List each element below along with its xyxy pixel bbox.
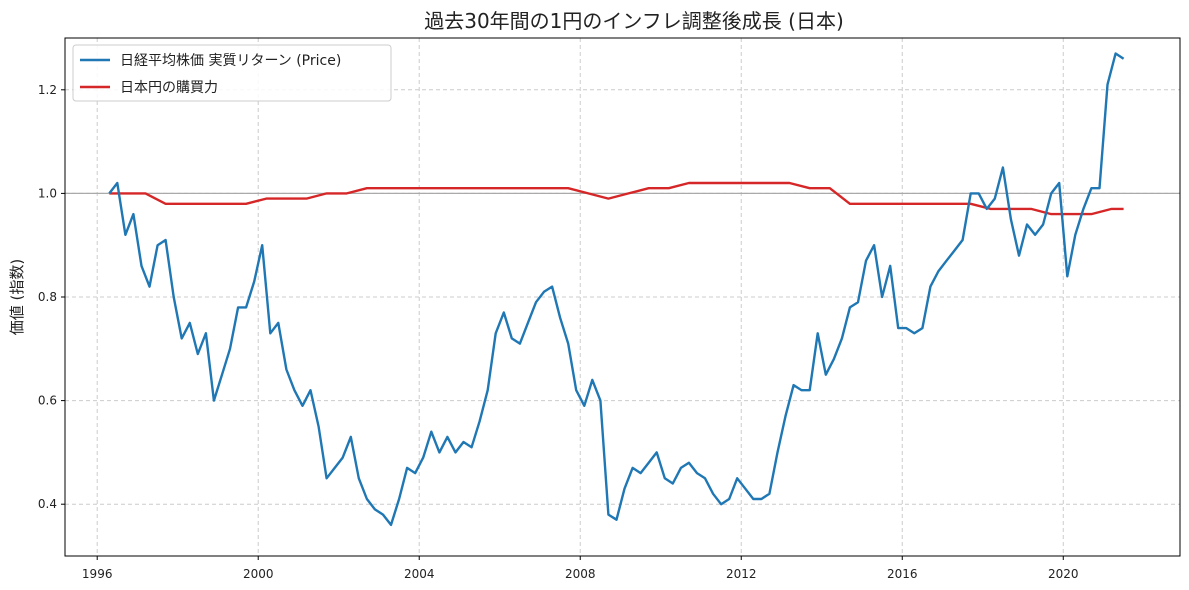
legend-label-yen: 日本円の購買力 <box>120 80 218 96</box>
y-axis: 0.4 0.6 0.8 1.0 1.2 <box>38 83 65 511</box>
x-tick-label: 2000 <box>243 567 274 581</box>
x-axis: 1996 2000 2004 2008 2012 2016 2020 <box>82 556 1079 581</box>
x-tick-label: 2004 <box>404 567 435 581</box>
x-tick-label: 2016 <box>887 567 918 581</box>
y-tick-label: 1.0 <box>38 186 57 200</box>
legend: 日経平均株価 実質リターン (Price) 日本円の購買力 <box>72 44 392 102</box>
x-tick-label: 2012 <box>726 567 757 581</box>
legend-label-nikkei: 日経平均株価 実質リターン (Price) <box>120 53 341 69</box>
chart-title: 過去30年間の1円のインフレ調整後成長 (日本) <box>424 9 844 33</box>
x-tick-label: 1996 <box>82 567 113 581</box>
series-line-yen <box>109 181 1124 216</box>
y-tick-label: 0.8 <box>38 290 57 304</box>
series-line-nikkei <box>108 52 1125 527</box>
y-axis-label: 価値 (指数) <box>8 259 26 335</box>
x-tick-label: 2008 <box>565 567 596 581</box>
legend-box <box>72 44 392 102</box>
series-lines <box>108 52 1125 527</box>
y-tick-label: 0.4 <box>38 497 57 511</box>
y-tick-label: 1.2 <box>38 83 57 97</box>
y-tick-label: 0.6 <box>38 394 57 408</box>
x-tick-label: 2020 <box>1048 567 1079 581</box>
